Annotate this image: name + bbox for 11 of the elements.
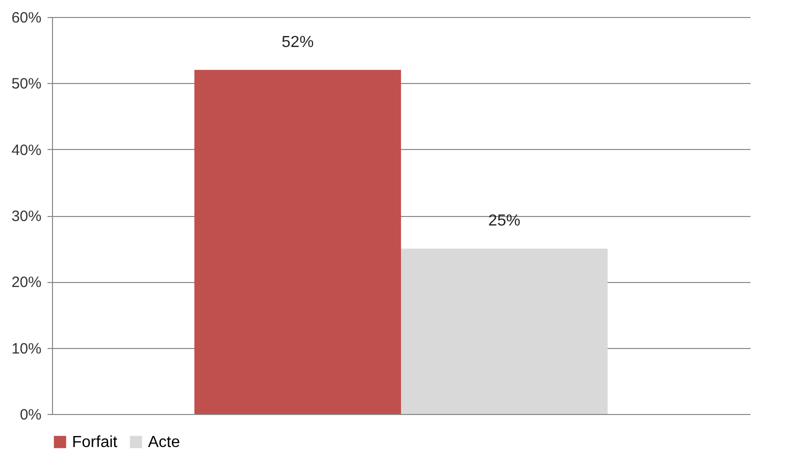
legend-label: Acte: [148, 434, 180, 451]
y-tick-label: 10%: [11, 340, 42, 358]
y-tick-label: 30%: [11, 208, 42, 225]
data-label: 52%: [282, 34, 314, 51]
y-tick-label: 40%: [11, 142, 42, 159]
y-tick-label: 50%: [11, 76, 42, 93]
y-tick-label: 20%: [11, 274, 42, 292]
data-label: 25%: [488, 212, 520, 230]
y-tick-label: 60%: [11, 10, 42, 26]
legend-label: Forfait: [72, 434, 118, 451]
y-tick-label: 0%: [20, 406, 42, 424]
